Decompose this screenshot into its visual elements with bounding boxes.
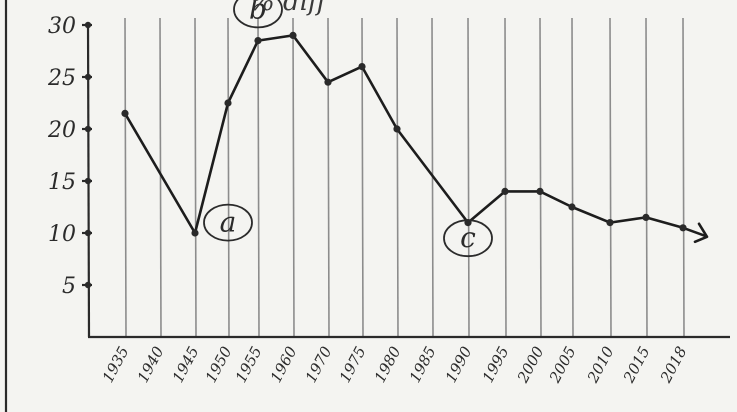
data-point-1935 [121,109,129,117]
x-tick-label-1980: 1980 [371,343,405,386]
gridline-2005 [571,17,574,338]
gridline-1975 [361,17,364,338]
series-line [123,34,709,244]
gridline-1990 [467,17,470,338]
vertical-gridlines [124,17,685,338]
y-tick-dot-10 [84,229,92,237]
x-tick-label-2015: 2015 [619,343,653,386]
gridline-1950 [227,17,230,338]
annotation-ring-c [443,219,493,258]
data-point-1945 [191,229,199,237]
x-tick-label-2018: 2018 [656,343,690,386]
annotation-label-a: a [220,206,237,239]
data-point-1950 [224,99,232,107]
data-point-1995 [501,187,509,195]
y-tick-label-25: 25 [47,66,76,91]
series-line-0 [123,34,685,235]
x-tick-label-1970: 1970 [302,343,336,386]
data-point-1955 [254,37,262,45]
data-point-2000 [536,187,544,195]
data-point-2010 [606,219,614,227]
y-tick-dot-15 [84,177,92,185]
y-tick-dot-5 [84,281,92,289]
gridline-1935 [124,17,127,338]
x-tick-label-1995: 1995 [479,343,513,385]
annotation-a: a [203,203,253,242]
gridline-1945 [194,17,197,338]
annotation-b: b [233,0,283,29]
annotation-ring-b [233,0,283,29]
y-tick-label-10: 10 [48,222,76,247]
x-tick-label-2005: 2005 [545,343,579,386]
gridline-2010 [609,17,612,338]
data-point-1975 [358,63,366,71]
gridline-1995 [504,17,507,338]
series-arrow [681,222,709,244]
annotation-ring-a [203,203,253,242]
y-tick-dot-20 [84,125,92,133]
gridline-1970 [327,17,330,338]
annotation-label-c: c [460,221,476,254]
y-tick-label-30: 30 [48,14,76,39]
data-point-1970 [324,78,332,86]
annotation-c: c [443,219,493,258]
x-tick-label-1950: 1950 [202,343,236,386]
x-tick-label-1940: 1940 [134,343,168,386]
gridline-2015 [645,17,648,338]
y-tick-label-20: 20 [47,118,76,143]
y-tick-label-5: 5 [62,274,76,299]
y-tick-labels: 5 10 15 20 25 30 [47,14,92,299]
gridline-1980 [396,17,399,338]
y-tick-label-15: 15 [48,170,76,195]
annotations: b a c [203,0,493,258]
gridline-1955 [257,17,260,338]
data-point-1960 [289,31,297,39]
gridline-1960 [292,17,295,338]
x-tick-label-1975: 1975 [336,343,370,385]
y-tick-dot-25 [84,73,92,81]
data-point-2005 [568,203,576,211]
gridline-1940 [159,17,162,338]
annotation-label-b: b [249,0,267,25]
top-scrawl-text: % diff [250,0,331,17]
gridline-2000 [539,17,542,338]
data-point-2018 [679,224,687,232]
x-tick-label-1945: 1945 [169,343,203,385]
gridline-2018 [682,17,685,338]
x-tick-label-2010: 2010 [583,343,617,386]
x-tick-label-2000: 2000 [513,343,547,386]
x-tick-label-1985: 1985 [406,343,440,385]
y-tick-dot-30 [84,21,92,29]
x-tick-label-1935: 1935 [99,343,133,385]
x-tick-label-1955: 1955 [232,343,266,385]
x-tick-label-1960: 1960 [267,343,301,386]
data-point-1980 [393,125,401,133]
data-points [121,31,687,237]
data-point-2015 [642,213,650,221]
x-tick-label-1990: 1990 [442,343,476,386]
